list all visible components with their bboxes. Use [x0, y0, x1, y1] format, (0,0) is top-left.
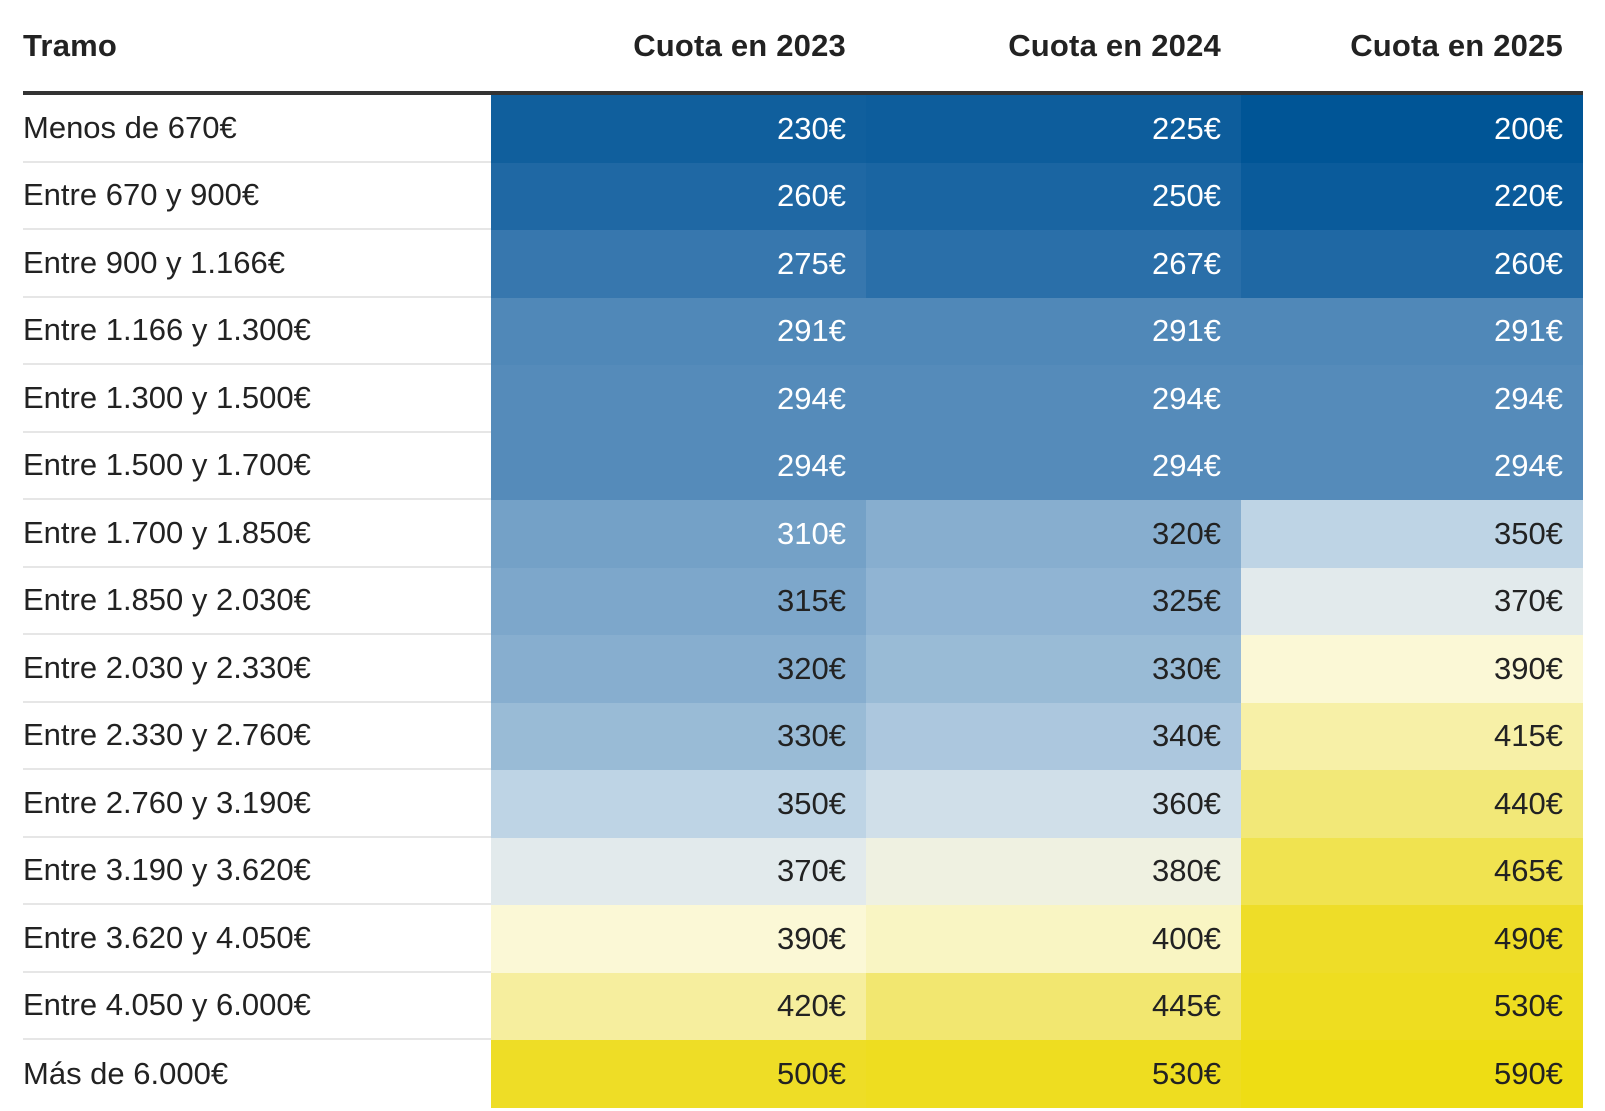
- heat-cell-2023: 230€: [491, 95, 866, 163]
- heat-cell-2025: 415€: [1241, 702, 1583, 770]
- table-row: Entre 2.330 y 2.760€ 330€ 340€ 415€: [23, 702, 1583, 770]
- heat-cell-2024: 400€: [866, 905, 1241, 973]
- table-header: Tramo Cuota en 2023 Cuota en 2024 Cuota …: [23, 0, 1583, 95]
- heat-cell-2025: 530€: [1241, 972, 1583, 1040]
- heat-cell-2023: 500€: [491, 1040, 866, 1108]
- table-row: Entre 1.850 y 2.030€ 315€ 325€ 370€: [23, 567, 1583, 635]
- heat-cell-2023: 330€: [491, 702, 866, 770]
- heat-cell-2025: 200€: [1241, 95, 1583, 163]
- table-row: Entre 1.166 y 1.300€ 291€ 291€ 291€: [23, 297, 1583, 365]
- row-label: Entre 4.050 y 6.000€: [23, 973, 491, 1040]
- heat-cell-2024: 267€: [866, 230, 1241, 298]
- heat-cell-2025: 440€: [1241, 770, 1583, 838]
- heat-cell-2023: 310€: [491, 500, 866, 568]
- heat-cell-2025: 390€: [1241, 635, 1583, 703]
- heat-cell-2024: 330€: [866, 635, 1241, 703]
- column-header-2024: Cuota en 2024: [1008, 27, 1221, 63]
- heat-cell-2023: 315€: [491, 567, 866, 635]
- heat-cell-2024: 445€: [866, 972, 1241, 1040]
- row-label: Entre 1.700 y 1.850€: [23, 500, 491, 568]
- heat-cell-2025: 590€: [1241, 1040, 1583, 1108]
- table-row: Entre 3.190 y 3.620€ 370€ 380€ 465€: [23, 837, 1583, 905]
- row-label: Más de 6.000€: [23, 1055, 229, 1091]
- table-row: Entre 3.620 y 4.050€ 390€ 400€ 490€: [23, 905, 1583, 973]
- heat-cell-2025: 490€: [1241, 905, 1583, 973]
- heatmap-table: Tramo Cuota en 2023 Cuota en 2024 Cuota …: [23, 0, 1583, 1108]
- table-body: Menos de 670€ 230€ 225€ 200€ Entre 670 y 900…: [23, 95, 1583, 1108]
- heat-cell-2024: 360€: [866, 770, 1241, 838]
- column-header-2023: Cuota en 2023: [633, 27, 846, 63]
- row-label: Entre 670 y 900€: [23, 163, 491, 230]
- heat-cell-2023: 370€: [491, 837, 866, 905]
- heat-cell-2023: 294€: [491, 365, 866, 433]
- row-label: Entre 2.330 y 2.760€: [23, 703, 491, 770]
- heat-cell-2024: 250€: [866, 162, 1241, 230]
- table-row: Entre 1.300 y 1.500€ 294€ 294€ 294€: [23, 365, 1583, 433]
- heat-cell-2024: 225€: [866, 95, 1241, 163]
- heat-cell-2024: 325€: [866, 567, 1241, 635]
- row-label: Entre 900 y 1.166€: [23, 230, 491, 298]
- row-label: Menos de 670€: [23, 95, 491, 163]
- table-row: Entre 1.700 y 1.850€ 310€ 320€ 350€: [23, 500, 1583, 568]
- table-row: Entre 900 y 1.166€ 275€ 267€ 260€: [23, 230, 1583, 298]
- heat-cell-2024: 340€: [866, 702, 1241, 770]
- heat-cell-2024: 320€: [866, 500, 1241, 568]
- heat-cell-2024: 291€: [866, 297, 1241, 365]
- heat-cell-2023: 260€: [491, 162, 866, 230]
- table-row: Entre 1.500 y 1.700€ 294€ 294€ 294€: [23, 432, 1583, 500]
- row-label: Entre 2.760 y 3.190€: [23, 770, 491, 838]
- heat-cell-2023: 420€: [491, 972, 866, 1040]
- table-row: Entre 670 y 900€ 260€ 250€ 220€: [23, 162, 1583, 230]
- heat-cell-2025: 260€: [1241, 230, 1583, 298]
- heat-cell-2025: 294€: [1241, 432, 1583, 500]
- heat-cell-2023: 350€: [491, 770, 866, 838]
- row-label: Entre 1.300 y 1.500€: [23, 365, 491, 433]
- table-row: Entre 4.050 y 6.000€ 420€ 445€ 530€: [23, 972, 1583, 1040]
- column-header-2025: Cuota en 2025: [1350, 27, 1563, 63]
- heat-cell-2023: 294€: [491, 432, 866, 500]
- table-row: Entre 2.030 y 2.330€ 320€ 330€ 390€: [23, 635, 1583, 703]
- column-header-tramo: Tramo: [23, 27, 118, 63]
- heat-cell-2024: 294€: [866, 432, 1241, 500]
- heat-cell-2023: 390€: [491, 905, 866, 973]
- table-row: Entre 2.760 y 3.190€ 350€ 360€ 440€: [23, 770, 1583, 838]
- heat-cell-2025: 294€: [1241, 365, 1583, 433]
- table-row: Menos de 670€ 230€ 225€ 200€: [23, 95, 1583, 163]
- heat-cell-2024: 530€: [866, 1040, 1241, 1108]
- heat-cell-2024: 380€: [866, 837, 1241, 905]
- row-label: Entre 1.850 y 2.030€: [23, 568, 491, 635]
- heat-cell-2025: 370€: [1241, 567, 1583, 635]
- heat-cell-2024: 294€: [866, 365, 1241, 433]
- row-label: Entre 3.620 y 4.050€: [23, 905, 491, 973]
- heat-cell-2023: 291€: [491, 297, 866, 365]
- row-label: Entre 1.166 y 1.300€: [23, 298, 491, 365]
- heat-cell-2025: 220€: [1241, 162, 1583, 230]
- row-label: Entre 2.030 y 2.330€: [23, 635, 491, 703]
- heat-cell-2023: 320€: [491, 635, 866, 703]
- row-label: Entre 1.500 y 1.700€: [23, 433, 491, 500]
- heat-cell-2025: 291€: [1241, 297, 1583, 365]
- row-label: Entre 3.190 y 3.620€: [23, 838, 491, 905]
- heat-cell-2025: 350€: [1241, 500, 1583, 568]
- heat-cell-2025: 465€: [1241, 837, 1583, 905]
- heat-cell-2023: 275€: [491, 230, 866, 298]
- table-row: Más de 6.000€ 500€ 530€ 590€: [23, 1040, 1583, 1108]
